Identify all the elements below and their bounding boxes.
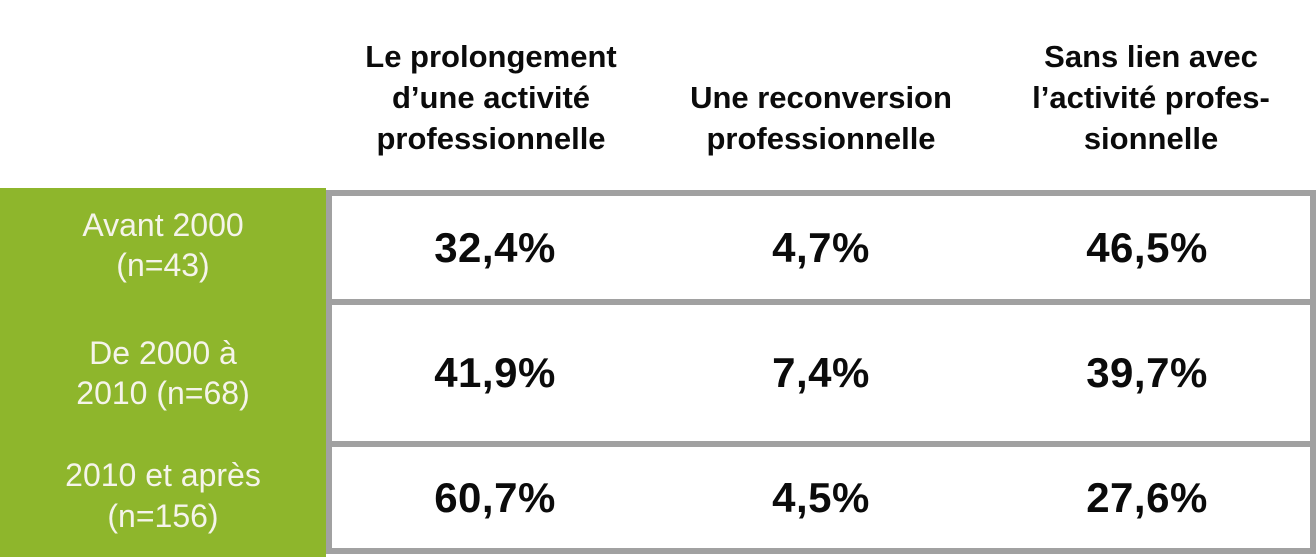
value-cell: 32,4% (434, 223, 556, 271)
table-row: 41,9% 7,4% 39,7% (332, 299, 1310, 441)
table-row: 60,7% 4,5% 27,6% (332, 441, 1310, 548)
row-header-2000-2010: De 2000 à 2010 (n=68) (76, 334, 250, 411)
column-header-reconversion: Une reconversion professionnelle (690, 80, 952, 157)
column-header-sans-lien: Sans lien avec l’activité profes- sionne… (1032, 39, 1270, 157)
value-cell: 7,4% (772, 349, 870, 396)
value-cell: 60,7% (434, 473, 556, 521)
table-row: 32,4% 4,7% 46,5% (332, 196, 1310, 299)
row-header-avant-2000: Avant 2000 (n=43) (82, 206, 244, 283)
column-header-prolongement: Le prolongement d’une activité professio… (365, 39, 617, 157)
column-header-row: Le prolongement d’une activité professio… (326, 0, 1316, 190)
value-cell: 46,5% (1086, 223, 1208, 271)
row-header-2010-apres: 2010 et après (n=156) (65, 457, 261, 534)
value-cell: 4,7% (772, 223, 870, 271)
row-header-column: Avant 2000 (n=43) De 2000 à 2010 (n=68) … (0, 188, 326, 557)
value-cell: 27,6% (1086, 473, 1208, 521)
data-grid: 32,4% 4,7% 46,5% 41,9% 7,4% 39,7% 60,7% … (326, 190, 1316, 554)
value-cell: 39,7% (1086, 349, 1208, 396)
value-cell: 4,5% (772, 473, 870, 521)
value-cell: 41,9% (434, 349, 556, 396)
